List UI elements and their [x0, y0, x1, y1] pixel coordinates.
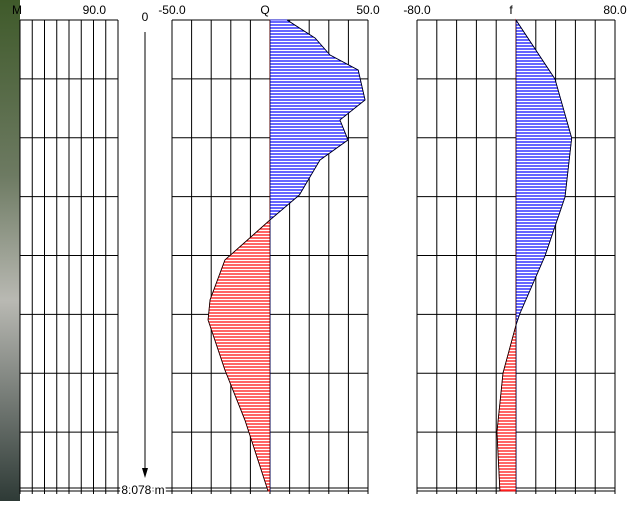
screen: M 90.0 Q -50.0 50.0 f -80.0 80.0 0 8.078 m: [0, 0, 631, 501]
panel-title: M: [12, 3, 22, 17]
panel-title: f: [509, 3, 513, 17]
depth-tick-label: 8.078 m: [121, 483, 164, 497]
page: M90.0Q-50.050.0f-80.080.008.078 m (() =>…: [0, 0, 631, 501]
x-tick-label: 80.0: [603, 3, 627, 17]
background-photo: [0, 0, 20, 501]
depth-tick-label: 0: [142, 10, 149, 24]
x-tick-label: 90.0: [83, 3, 107, 17]
x-tick-label: 50.0: [356, 3, 380, 17]
depth-arrow: [142, 468, 148, 478]
x-tick-label: -50.0: [158, 3, 186, 17]
x-tick-label: -80.0: [403, 3, 431, 17]
panel-title: Q: [260, 3, 269, 17]
